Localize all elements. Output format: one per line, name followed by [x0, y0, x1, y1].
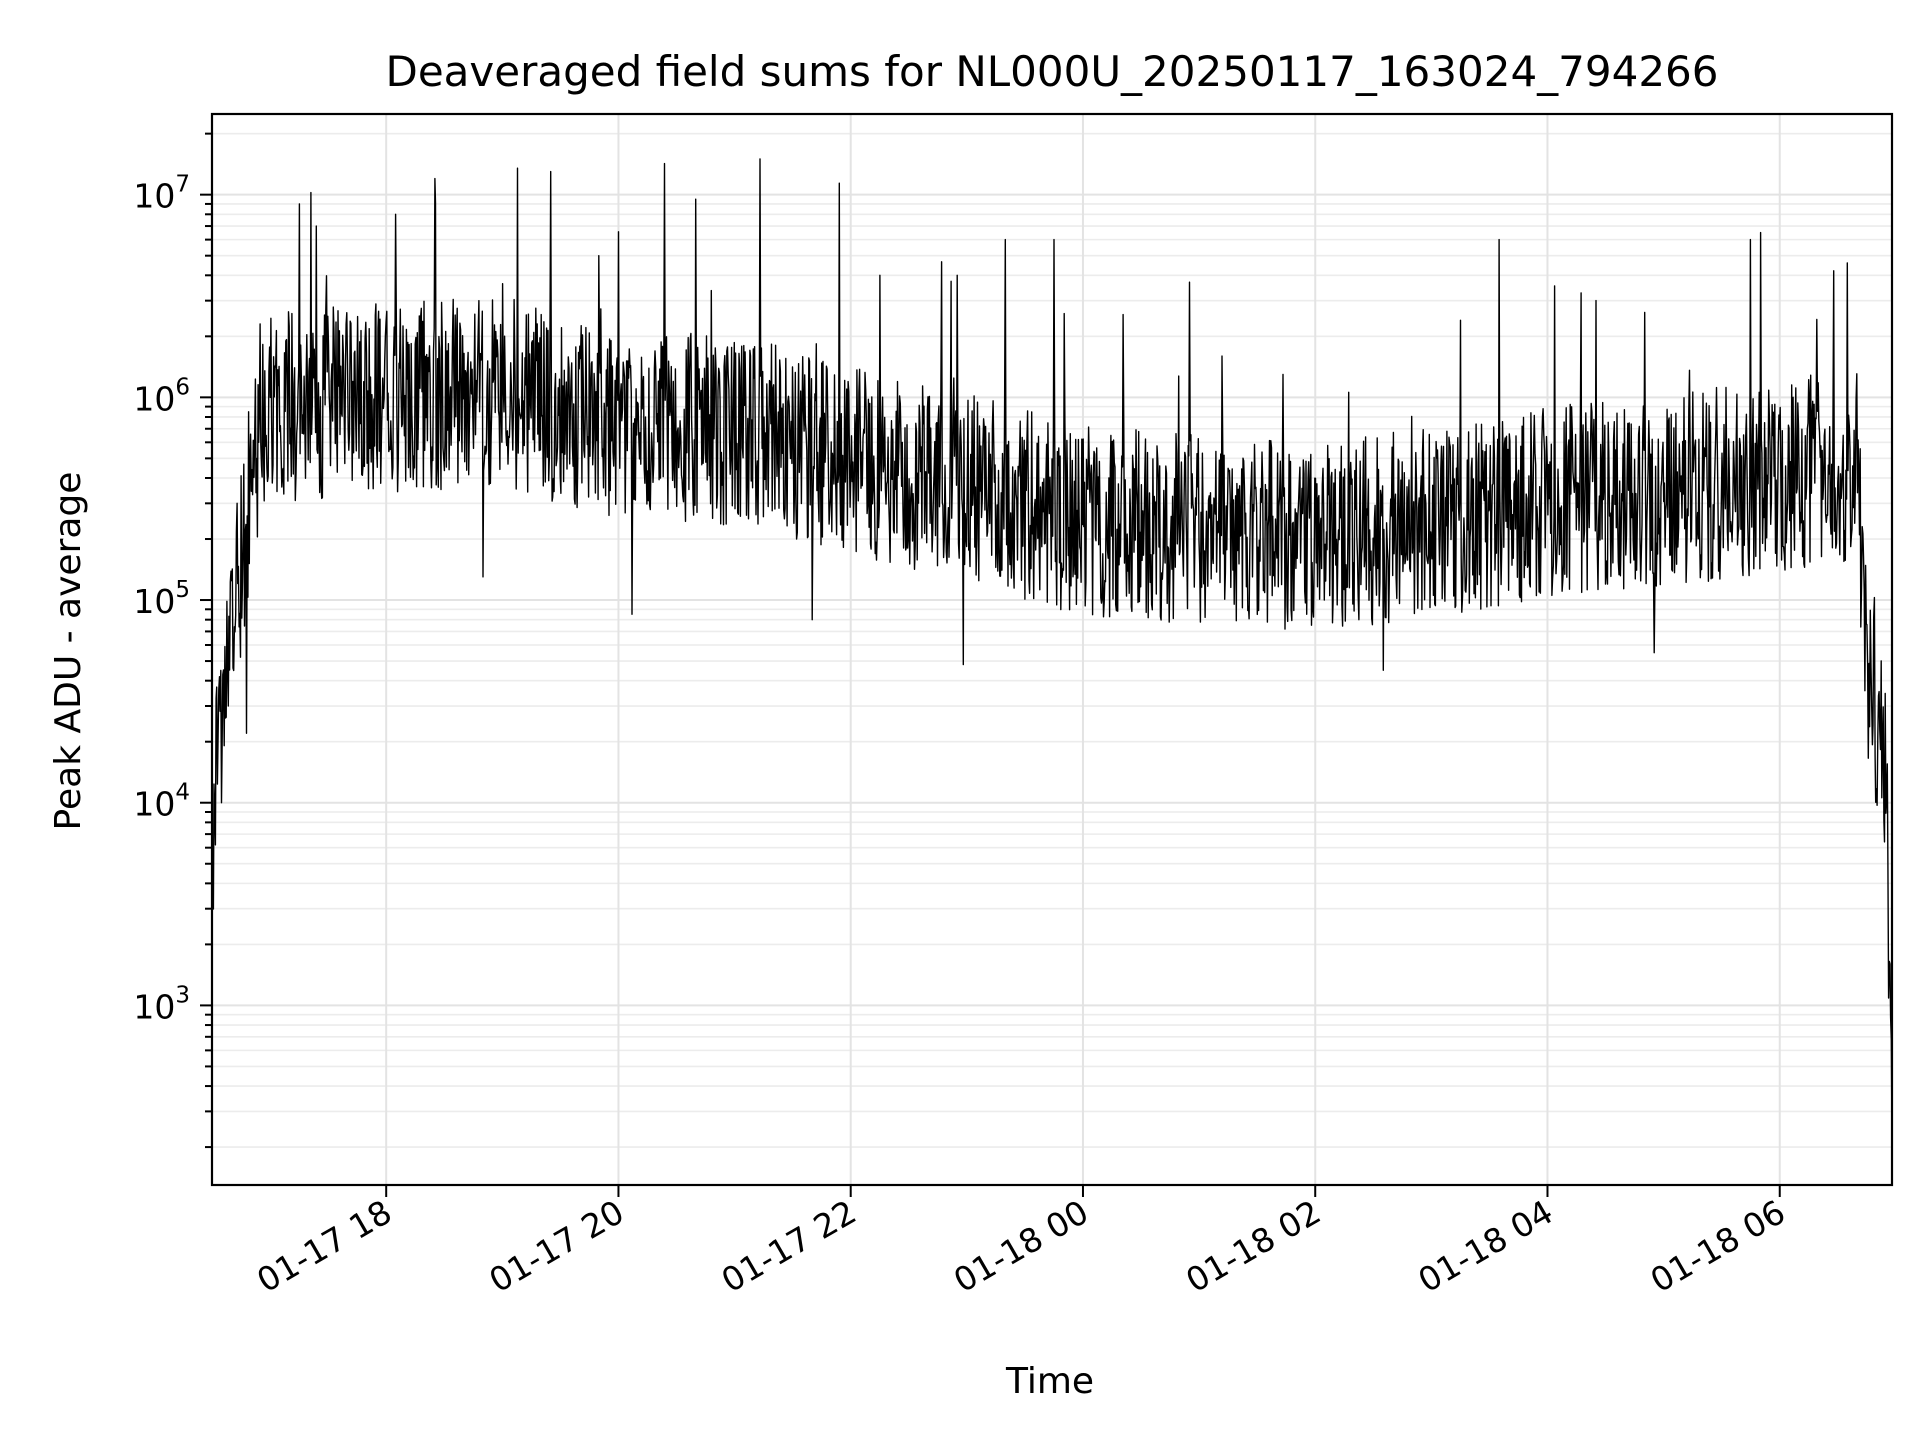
chart-title: Deaveraged field sums for NL000U_2025011… [385, 47, 1718, 96]
series-layer [211, 158, 1893, 1138]
series-line-peak-adu [211, 158, 1893, 1138]
y-tick-label-exponent: 7 [175, 172, 190, 198]
y-tick-label-base: 10 [133, 582, 175, 621]
y-tick-label: 104 [133, 780, 190, 824]
y-tick-label: 107 [133, 172, 190, 216]
y-tick-label-exponent: 6 [175, 374, 190, 400]
y-tick-label-base: 10 [133, 987, 175, 1026]
y-tick-label-base: 10 [133, 379, 175, 418]
y-tick-label-base: 10 [133, 177, 175, 216]
plot-frame [210, 112, 1894, 1187]
y-tick-label-exponent: 3 [175, 982, 190, 1008]
y-tick-label: 103 [133, 982, 190, 1026]
y-axis-label: Peak ADU - average [48, 472, 89, 831]
y-tick-label-exponent: 5 [175, 577, 190, 603]
y-tick-label-base: 10 [133, 785, 175, 824]
y-tick-label: 105 [133, 577, 190, 621]
x-axis-label: Time [1005, 1361, 1094, 1402]
y-tick-label: 106 [133, 374, 190, 418]
y-tick-label-exponent: 4 [175, 780, 190, 806]
